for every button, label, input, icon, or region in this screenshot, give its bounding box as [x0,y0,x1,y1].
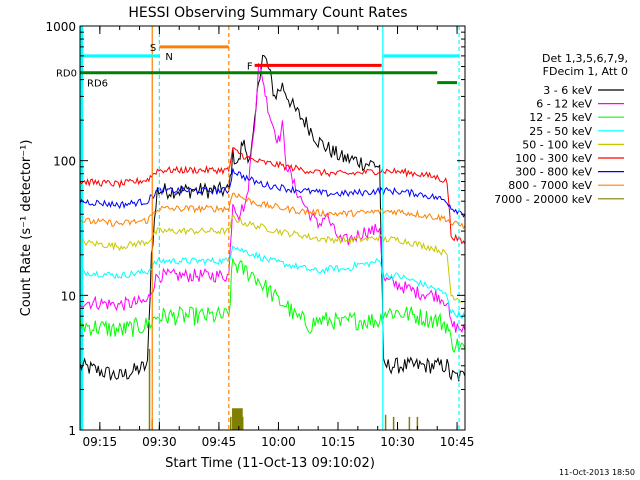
series-line [79,62,466,334]
legend-label: 800 - 7000 keV [508,179,592,192]
x-tick-label: 10:00 [261,435,296,449]
series-line [79,245,466,320]
y-tick-label: 1000 [45,20,76,34]
y-tick-label: 10 [61,289,76,303]
legend-label: 6 - 12 keV [536,98,592,111]
legend-header: FDecim 1, Att 0 [543,65,628,78]
plot-area [79,26,466,430]
x-tick-label: 09:15 [83,435,118,449]
legend-label: 12 - 25 keV [529,111,592,124]
series-line [148,348,419,430]
y-tick-label: 100 [53,155,76,169]
plot-frame [79,25,466,431]
x-axis-label: Start Time (11-Oct-13 09:10:02) [165,456,375,471]
annotation-label: RD0 [56,69,77,80]
y-tick-label: 1 [68,424,76,438]
series-line [79,54,466,382]
x-tick-label: 10:30 [380,435,415,449]
legend: Det 1,3,5,6,7,9,FDecim 1, Att 0 3 - 6 keV… [494,52,628,206]
series-line [79,258,466,354]
legend-label: 100 - 300 keV [515,152,592,165]
y-axis-label: Count Rate (s⁻¹ detector⁻¹) [19,140,34,317]
annotation-label: RD6 [87,79,108,90]
annotation-label: S [150,43,156,54]
series-line [79,147,466,245]
legend-label: 50 - 100 keV [522,138,592,151]
shaded-region [232,408,243,430]
annotation-label: F [247,61,253,72]
annotation-label: N [165,52,172,63]
footer-timestamp: 11-Oct-2013 18:50 [559,468,635,477]
legend-label: 300 - 800 keV [515,166,592,179]
shaded-region [80,26,84,430]
legend-header: Det 1,3,5,6,7,9, [542,52,628,65]
legend-label: 3 - 6 keV [543,84,592,97]
x-tick-label: 10:15 [321,435,356,449]
x-tick-label: 10:45 [440,435,475,449]
x-tick-label: 09:45 [202,435,237,449]
chart-title: HESSI Observing Summary Count Rates [128,5,407,21]
series-line [79,214,466,303]
legend-label: 25 - 50 keV [529,125,592,138]
series-line [79,168,466,218]
legend-label: 7000 - 20000 keV [494,193,592,206]
x-tick-label: 09:30 [142,435,177,449]
series-line [79,192,466,230]
